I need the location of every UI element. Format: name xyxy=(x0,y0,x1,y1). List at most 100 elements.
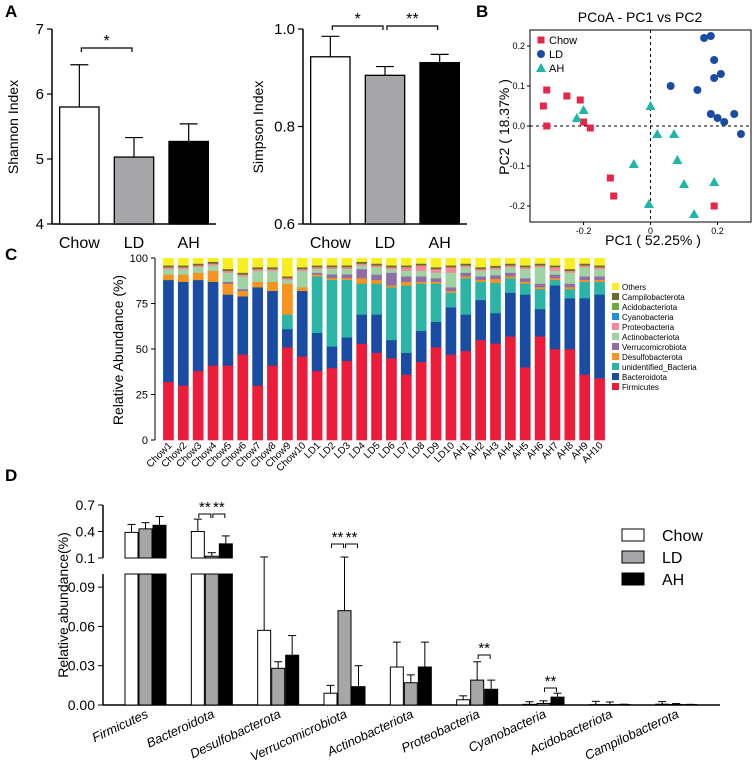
composition-segment xyxy=(326,268,338,275)
composition-segment xyxy=(579,298,591,375)
composition-segment xyxy=(371,265,382,268)
composition-segment xyxy=(371,263,382,266)
composition-segment xyxy=(564,298,576,350)
composition-segment xyxy=(490,265,501,268)
composition-segment xyxy=(505,258,516,264)
composition-segment xyxy=(282,279,293,284)
simpson-bar xyxy=(310,56,351,225)
composition-segment xyxy=(311,332,323,372)
pcoa-point-ld xyxy=(710,56,719,64)
composition-segment xyxy=(311,258,323,266)
pcoa-ytick-label: 0.2 xyxy=(512,41,525,51)
composition-segment xyxy=(549,267,561,272)
shannon-bar xyxy=(59,106,100,225)
shannon-ytick-label: 6 xyxy=(36,86,44,103)
composition-segment xyxy=(490,278,501,283)
composition-segment xyxy=(311,272,323,275)
pcoa-legend-marker-ah xyxy=(536,63,546,72)
phylum-bar xyxy=(389,666,404,706)
composition-segment xyxy=(207,281,219,366)
composition-segment xyxy=(505,263,516,266)
phylum-sig-label: ** xyxy=(332,529,344,546)
composition-segment xyxy=(296,258,308,268)
phylum-legend-swatch xyxy=(621,528,645,542)
pcoa-point-ah xyxy=(628,159,639,168)
simpson-category-label: Chow xyxy=(310,235,351,252)
composition-legend-swatch xyxy=(612,363,619,370)
composition-segment xyxy=(505,336,516,441)
composition-legend-label: Others xyxy=(622,283,646,292)
composition-segment xyxy=(341,277,353,280)
phylum-bar xyxy=(669,703,684,706)
composition-segment xyxy=(400,267,412,272)
phylum-bar xyxy=(655,703,670,706)
composition-segment xyxy=(579,279,591,282)
pcoa-point-ah xyxy=(689,209,700,218)
composition-segment xyxy=(311,370,323,441)
pcoa-point-ld xyxy=(716,70,725,78)
composition-segment xyxy=(430,347,442,441)
composition-ytick-label: 100 xyxy=(130,253,148,265)
composition-segment xyxy=(564,258,576,270)
composition-segment xyxy=(519,278,531,282)
composition-segment xyxy=(282,328,293,348)
composition-segment xyxy=(519,294,531,368)
composition-segment xyxy=(549,274,561,279)
simpson-bar xyxy=(419,61,460,225)
composition-segment xyxy=(222,272,234,282)
pcoa-point-ah xyxy=(571,113,582,122)
composition-ytick-label: 0 xyxy=(142,435,148,447)
composition-segment xyxy=(163,265,174,268)
composition-segment xyxy=(519,258,531,266)
composition-segment xyxy=(549,279,561,286)
pcoa-title: PCoA - PC1 vs PC2 xyxy=(578,9,703,25)
composition-segment xyxy=(296,267,308,270)
composition-segment xyxy=(267,365,278,441)
simpson-category-label: LD xyxy=(375,235,395,252)
composition-segment xyxy=(519,367,531,441)
pcoa-point-chow xyxy=(610,192,618,200)
composition-segment xyxy=(371,258,382,264)
composition-segment xyxy=(177,268,189,275)
composition-segment xyxy=(192,258,204,264)
composition-segment xyxy=(177,385,189,441)
phylum-sig-label: ** xyxy=(346,529,358,546)
composition-segment xyxy=(519,267,531,270)
simpson-sig-label: ** xyxy=(406,11,418,28)
shannon-bar xyxy=(168,140,209,225)
composition-segment xyxy=(415,276,427,282)
composition-legend-label: Cyanobacteria xyxy=(622,313,674,322)
pcoa-point-ah xyxy=(709,177,720,186)
phylum-category-label: Firmicutes xyxy=(90,706,151,745)
composition-segment xyxy=(192,272,204,281)
pcoa-point-chow xyxy=(586,124,594,132)
composition-segment xyxy=(222,268,234,272)
pcoa-legend-marker-ld xyxy=(537,50,545,58)
shannon-ytick-label: 7 xyxy=(36,21,44,38)
composition-segment xyxy=(579,374,591,441)
composition-segment xyxy=(222,283,234,295)
composition-segment xyxy=(207,365,219,441)
composition-legend-label: Firmicutes xyxy=(622,383,659,392)
composition-segment xyxy=(371,283,382,315)
composition-segment xyxy=(579,258,591,264)
pcoa-xtick-label: -0.2 xyxy=(576,226,592,236)
composition-segment xyxy=(534,283,546,288)
composition-segment xyxy=(222,281,234,284)
pcoa-point-ah xyxy=(679,179,690,188)
composition-segment xyxy=(192,267,204,273)
composition-segment xyxy=(341,258,353,266)
phylum-ytick-label: 0.4 xyxy=(76,524,96,540)
composition-segment xyxy=(475,267,486,270)
phylum-ytick-label: 0.06 xyxy=(68,618,95,634)
composition-segment xyxy=(237,296,249,355)
composition-chart: Relative Abundance (%) 0255075100Chow1Ch… xyxy=(110,253,697,474)
composition-segment xyxy=(252,270,263,282)
composition-segment xyxy=(460,350,472,441)
composition-segment xyxy=(311,265,323,268)
simpson-ytick-label: 0.6 xyxy=(274,216,295,233)
composition-segment xyxy=(400,265,412,268)
phylum-sig-bracket xyxy=(477,654,491,659)
composition-segment xyxy=(400,281,412,286)
composition-segment xyxy=(163,267,174,270)
